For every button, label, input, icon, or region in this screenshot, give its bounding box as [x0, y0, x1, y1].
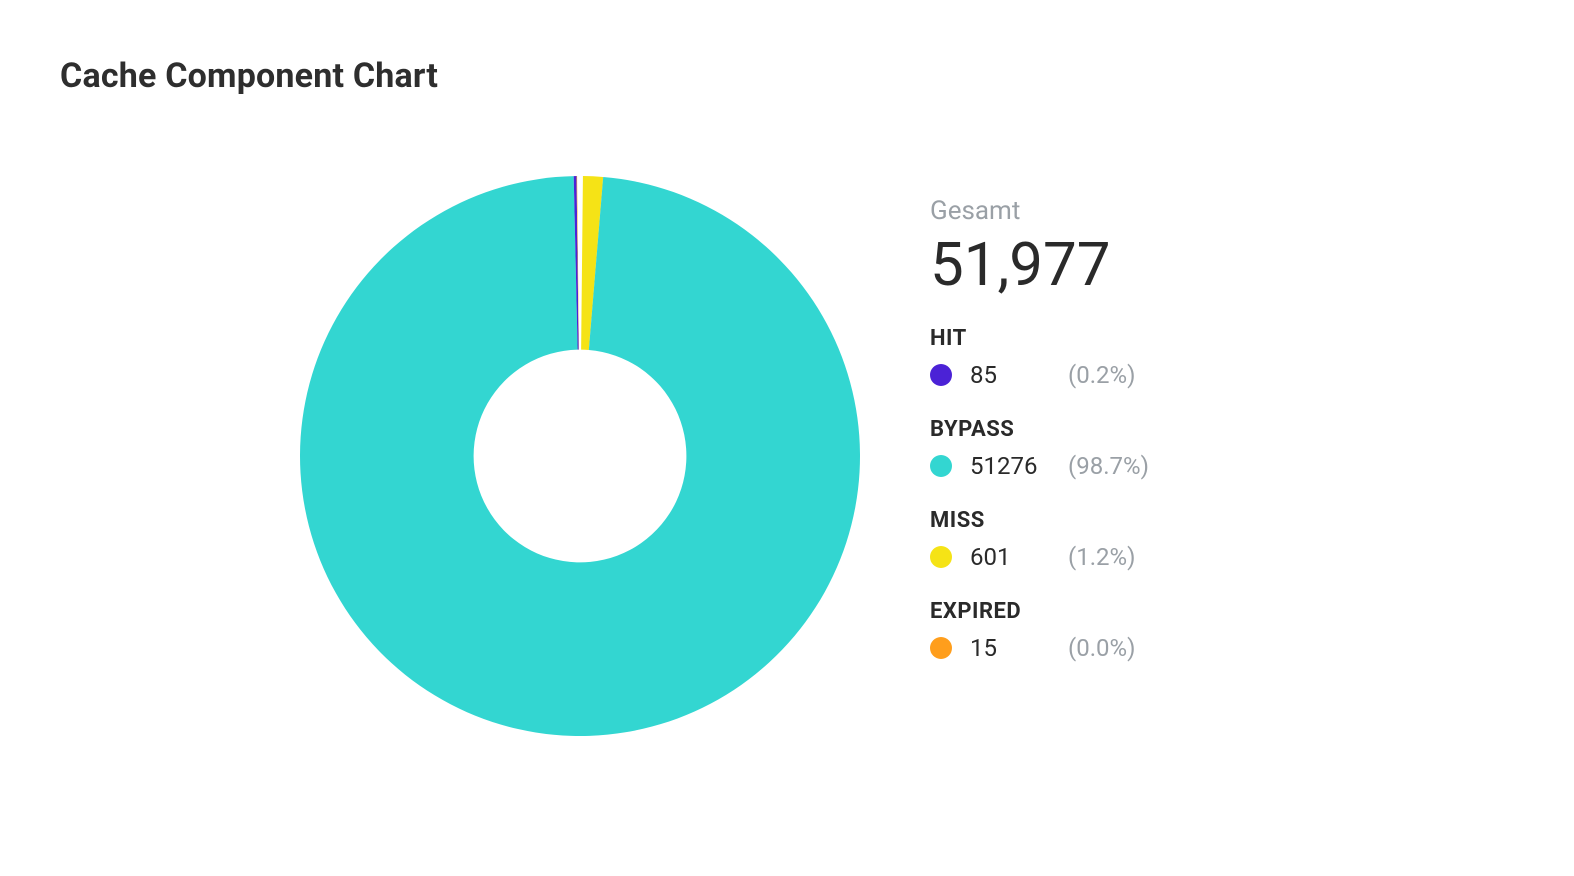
- page-root: Cache Component Chart Gesamt 51,977 HIT …: [0, 0, 1574, 876]
- donut-chart: [300, 176, 860, 736]
- legend-count-bypass: 51276: [970, 452, 1050, 480]
- legend-item-miss: MISS 601 (1.2%): [930, 508, 1149, 571]
- legend-name-miss: MISS: [930, 508, 1149, 533]
- legend-name-expired: EXPIRED: [930, 599, 1149, 624]
- legend-panel: Gesamt 51,977 HIT 85 (0.2%) BYPASS 51276…: [930, 176, 1149, 690]
- legend-name-bypass: BYPASS: [930, 417, 1149, 442]
- legend-item-hit: HIT 85 (0.2%): [930, 326, 1149, 389]
- legend-item-bypass: BYPASS 51276 (98.7%): [930, 417, 1149, 480]
- legend-pct-hit: (0.2%): [1068, 361, 1135, 389]
- donut-slice-bypass: [300, 176, 860, 736]
- legend-dot-hit: [930, 364, 952, 386]
- legend-count-expired: 15: [970, 634, 1050, 662]
- legend-pct-miss: (1.2%): [1068, 543, 1135, 571]
- legend-row-expired: 15 (0.0%): [930, 634, 1149, 662]
- legend-item-expired: EXPIRED 15 (0.0%): [930, 599, 1149, 662]
- legend-count-miss: 601: [970, 543, 1050, 571]
- legend-pct-bypass: (98.7%): [1068, 452, 1149, 480]
- legend-row-hit: 85 (0.2%): [930, 361, 1149, 389]
- legend-dot-expired: [930, 637, 952, 659]
- legend-dot-bypass: [930, 455, 952, 477]
- chart-content: Gesamt 51,977 HIT 85 (0.2%) BYPASS 51276…: [300, 176, 1514, 736]
- legend-row-bypass: 51276 (98.7%): [930, 452, 1149, 480]
- total-label: Gesamt: [930, 196, 1149, 226]
- total-value: 51,977: [930, 232, 1149, 298]
- legend-row-miss: 601 (1.2%): [930, 543, 1149, 571]
- legend-name-hit: HIT: [930, 326, 1149, 351]
- legend-count-hit: 85: [970, 361, 1050, 389]
- chart-title: Cache Component Chart: [60, 56, 1514, 96]
- legend-pct-expired: (0.0%): [1068, 634, 1135, 662]
- legend-dot-miss: [930, 546, 952, 568]
